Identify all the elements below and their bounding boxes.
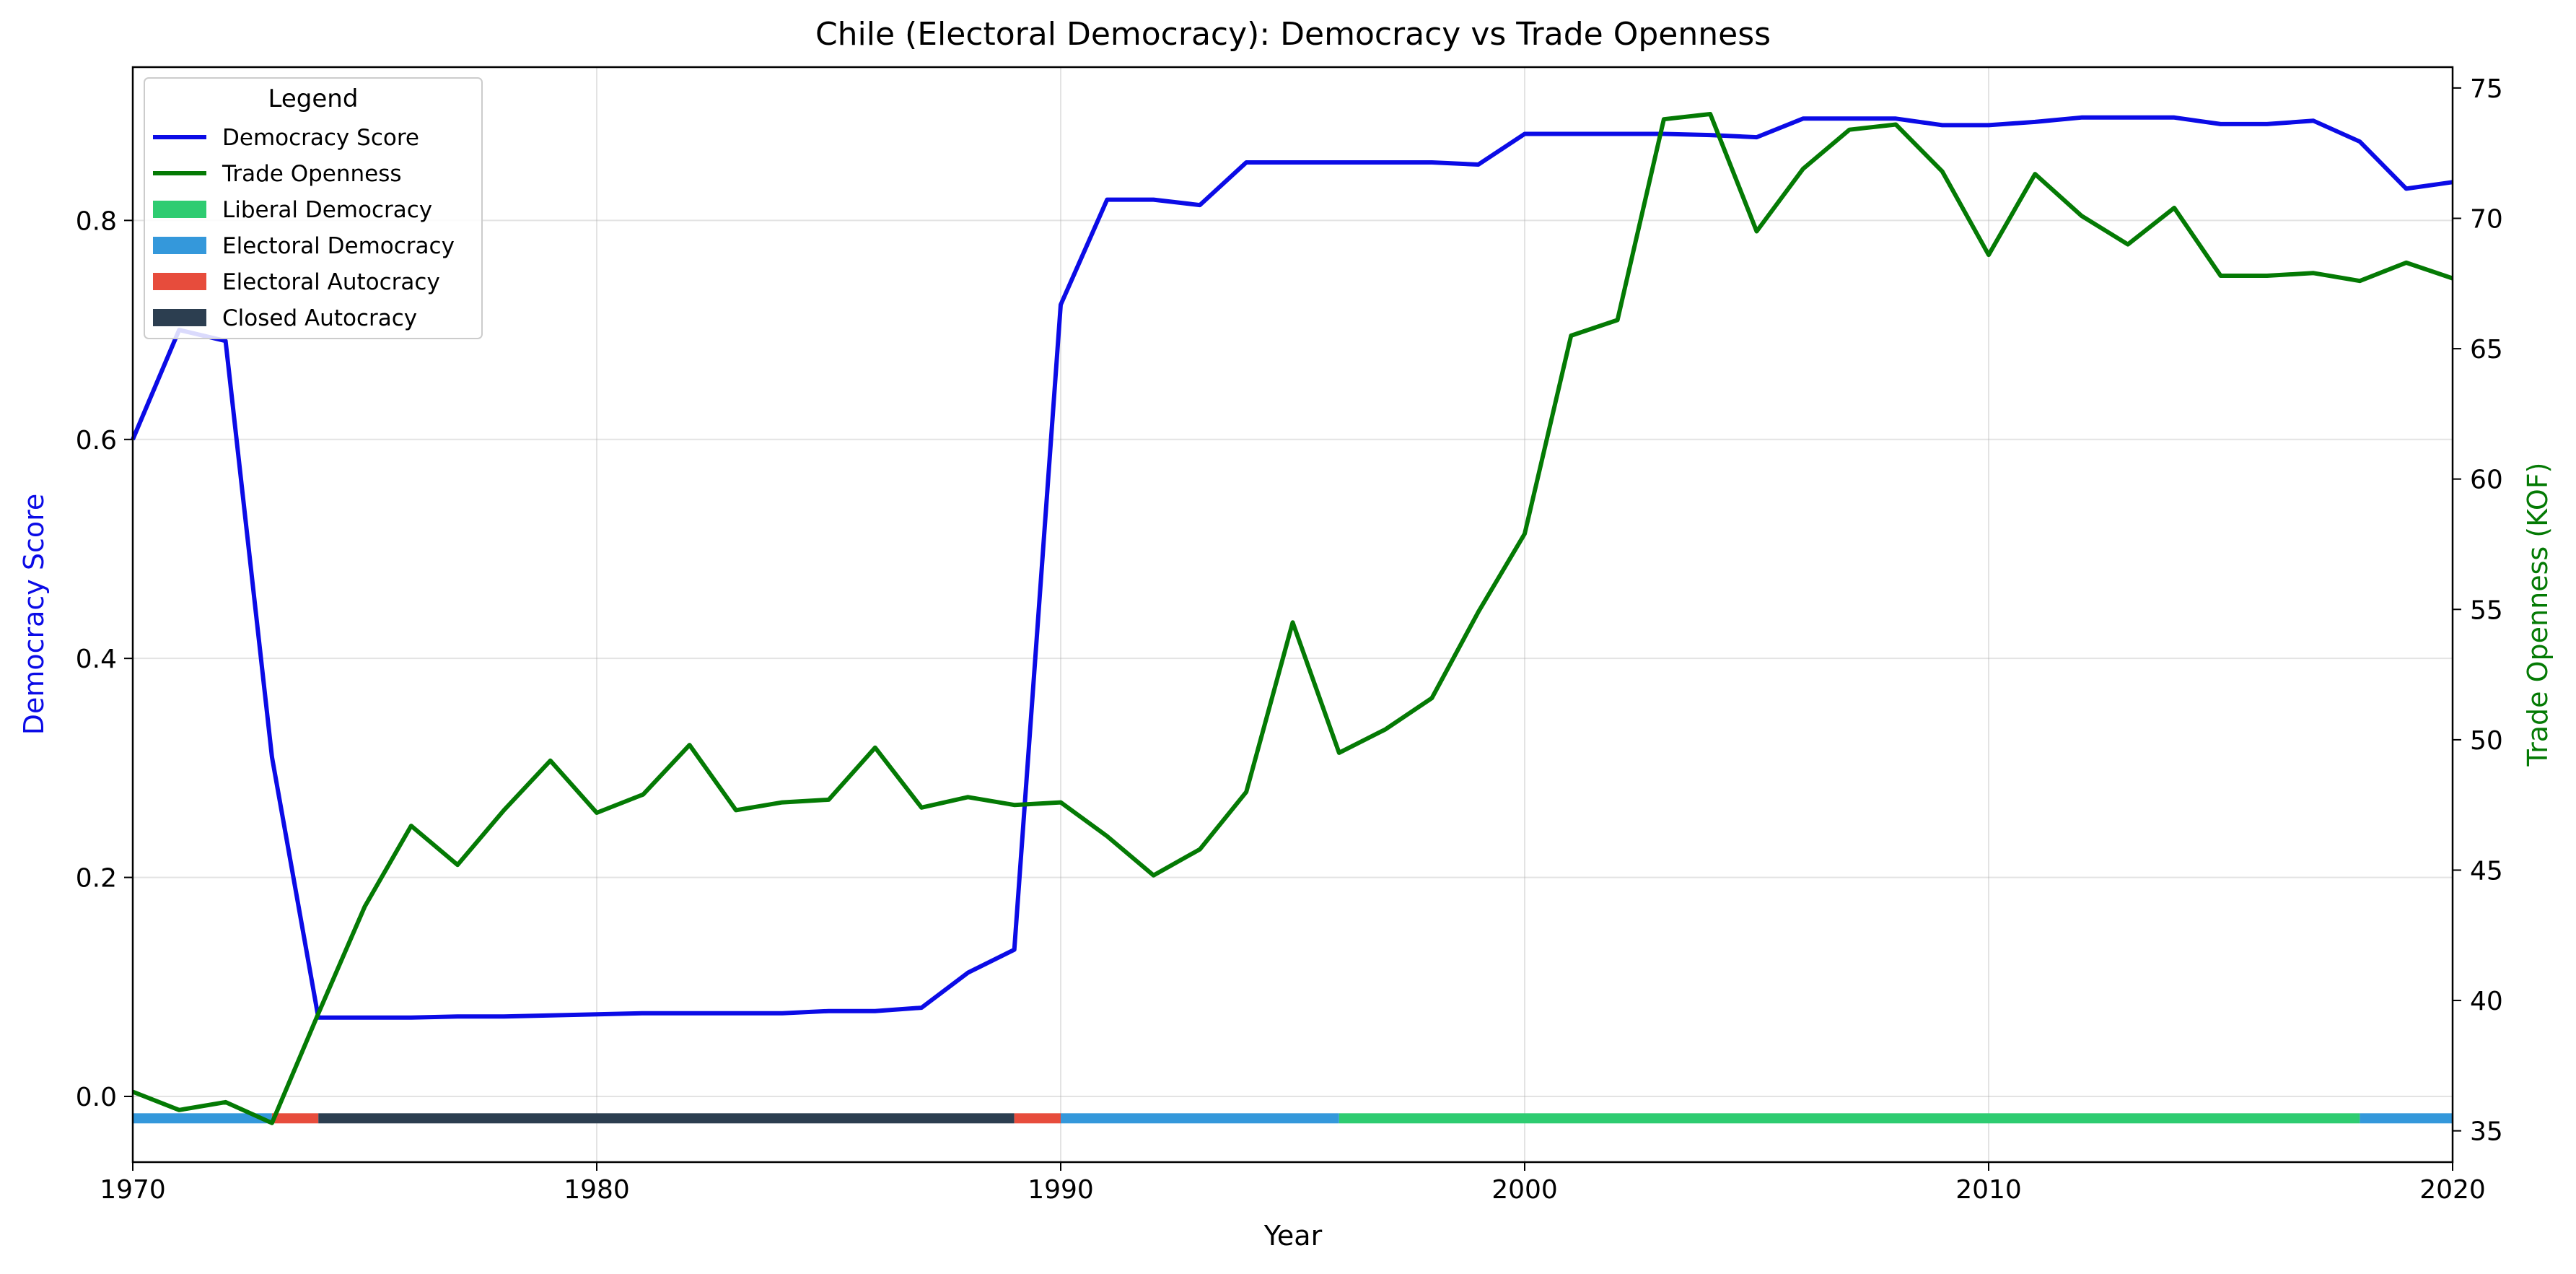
legend: Legend Democracy Score Trade Openness Libe…	[144, 77, 483, 339]
y-axis-right-label: Trade Openness (KOF)	[2522, 462, 2554, 767]
regime-segment	[1339, 1113, 2360, 1124]
legend-label: Democracy Score	[222, 125, 419, 151]
y-left-tick-label: 0.8	[76, 206, 117, 236]
x-tick-label: 1980	[564, 1175, 630, 1205]
x-tick-label: 2020	[2419, 1175, 2486, 1205]
y-left-tick-label: 0.4	[76, 645, 117, 674]
regime-segment	[1061, 1113, 1339, 1124]
x-tick-label: 2010	[1955, 1175, 2022, 1205]
regime-band	[133, 1113, 2453, 1124]
grid	[132, 67, 2453, 1162]
regime-segment	[318, 1113, 1015, 1124]
legend-patch-swatch	[153, 309, 206, 326]
regime-segment	[1014, 1113, 1061, 1124]
legend-patch-swatch	[153, 273, 206, 290]
legend-patch-swatch	[153, 201, 206, 218]
y-right-tick-label: 50	[2470, 726, 2503, 756]
legend-label: Liberal Democracy	[222, 197, 432, 223]
legend-patch-swatch	[153, 237, 206, 254]
y-right-tick-label: 45	[2470, 856, 2503, 886]
chart-title: Chile (Electoral Democracy): Democracy v…	[815, 16, 1771, 53]
x-axis: 1970 1980 1990 2000 2010 2020	[100, 1162, 2486, 1205]
democracy-score-line	[131, 115, 2453, 1020]
legend-box	[144, 77, 483, 339]
y-right-tick-label: 40	[2470, 987, 2503, 1016]
y-axis-left-label: Democracy Score	[18, 494, 50, 736]
trade-openness-line	[131, 112, 2453, 1125]
x-tick-label: 1990	[1028, 1175, 1094, 1205]
y-right-tick-label: 65	[2470, 335, 2503, 365]
regime-segment	[271, 1113, 319, 1124]
y-left-tick-label: 0.6	[76, 426, 117, 455]
y-left-tick-label: 0.2	[76, 864, 117, 894]
y-right-tick-label: 70	[2470, 204, 2503, 234]
y-left-tick-label: 0.0	[76, 1083, 117, 1112]
y-axis-right: 35 40 45 50 55 60 65 70 75	[2453, 74, 2503, 1147]
regime-segment	[133, 1113, 272, 1124]
legend-label: Trade Openness	[222, 161, 402, 187]
plot-frame	[131, 66, 2454, 1164]
x-tick-label: 2000	[1491, 1175, 1558, 1205]
regime-segment	[2360, 1113, 2453, 1124]
x-tick-label: 1970	[100, 1175, 166, 1205]
legend-title: Legend	[268, 84, 359, 113]
x-axis-label: Year	[1263, 1220, 1323, 1252]
y-right-tick-label: 55	[2470, 595, 2503, 625]
legend-label: Electoral Autocracy	[222, 269, 440, 295]
series-lines	[131, 112, 2453, 1125]
legend-label: Electoral Democracy	[222, 233, 455, 259]
y-right-tick-label: 75	[2470, 74, 2503, 104]
y-right-tick-label: 60	[2470, 466, 2503, 495]
legend-entries: Democracy Score Trade Openness Liberal Dem…	[153, 125, 455, 331]
legend-label: Closed Autocracy	[222, 305, 417, 331]
y-axis-left: 0.0 0.2 0.4 0.6 0.8	[76, 206, 133, 1112]
y-right-tick-label: 35	[2470, 1117, 2503, 1147]
